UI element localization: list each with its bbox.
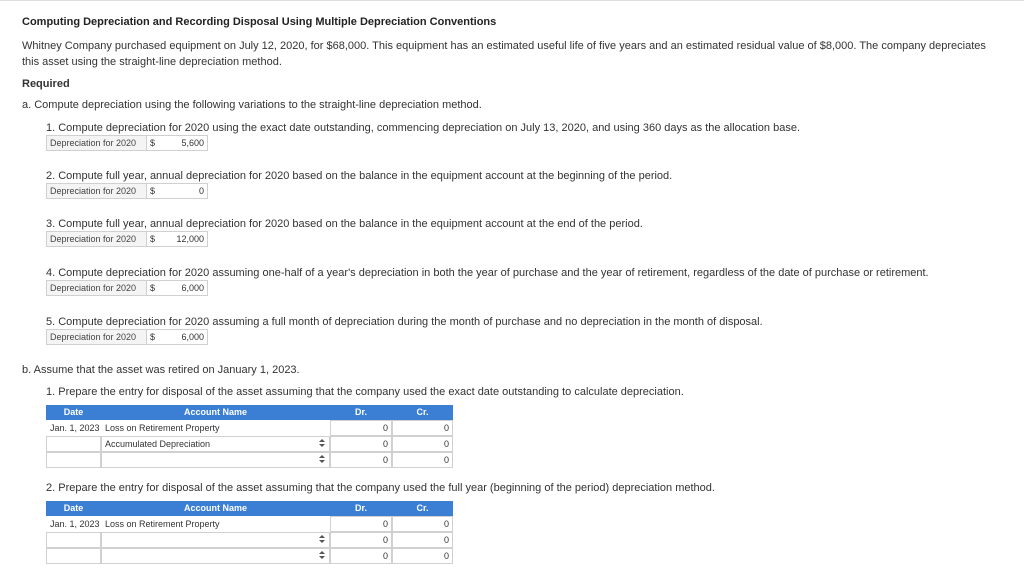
dr-cell[interactable]: 0 [330,452,392,468]
answer-currency: $ [146,183,208,199]
question-text: 4. Compute depreciation for 2020 assumin… [46,267,929,279]
cr-cell[interactable]: 0 [392,516,453,532]
dropdown-arrow [319,551,325,554]
answer-label: Depreciation for 2020 [46,231,147,247]
answer-input[interactable]: 6,000 [181,332,204,342]
account-cell[interactable] [101,548,330,564]
required: Required [22,78,70,90]
dr-cell[interactable]: 0 [330,420,392,436]
column-header: Account Name [101,501,330,516]
column-header: Date [46,405,101,420]
date-cell[interactable] [46,436,101,452]
question-text: 1. Compute depreciation for 2020 using t… [46,122,800,134]
account-cell: Loss on Retirement Property [105,519,220,529]
dr-cell[interactable]: 0 [330,516,392,532]
answer-currency: $ [146,135,208,151]
date-cell: Jan. 1, 2023 [50,423,100,433]
answer-currency: $ [146,231,208,247]
column-header: Dr. [330,405,392,420]
column-header: Date [46,501,101,516]
question-text: 3. Compute full year, annual depreciatio… [46,218,643,230]
dropdown-arrow [319,444,325,447]
column-header: Dr. [330,501,392,516]
cr-cell[interactable]: 0 [392,548,453,564]
question-text: 5. Compute depreciation for 2020 assumin… [46,316,763,328]
cr-cell[interactable]: 0 [392,420,453,436]
question-text: 2. Compute full year, annual depreciatio… [46,170,673,182]
answer-input[interactable]: 12,000 [176,234,204,244]
answer-label: Depreciation for 2020 [46,135,147,151]
dr-cell[interactable]: 0 [330,436,392,452]
dr-cell[interactable]: 0 [330,548,392,564]
answer-currency: $ [146,329,208,345]
date-cell: Jan. 1, 2023 [50,519,100,529]
answer-label: Depreciation for 2020 [46,280,147,296]
column-header: Account Name [101,405,330,420]
column-header: Cr. [392,405,453,420]
dropdown-arrow [319,540,325,543]
title: Computing Depreciation and Recording Dis… [22,16,497,28]
date-cell[interactable] [46,548,101,564]
dropdown-arrow [319,455,325,458]
part-b-heading: b. Assume that the asset was retired on … [22,364,300,376]
answer-input[interactable]: 0 [198,186,204,196]
cr-cell[interactable]: 0 [392,452,453,468]
answer-input[interactable]: 6,000 [181,283,204,293]
answer-currency: $ [146,280,208,296]
cr-cell[interactable]: 0 [392,532,453,548]
dropdown-arrow [319,460,325,463]
account-cell[interactable] [101,532,330,548]
dropdown-arrow [319,535,325,538]
dropdown-arrow [319,439,325,442]
column-header: Cr. [392,501,453,516]
account-cell[interactable]: Accumulated Depreciation [101,436,330,452]
part-a-heading: a. Compute depreciation using the follow… [22,99,482,111]
date-cell[interactable] [46,532,101,548]
answer-label: Depreciation for 2020 [46,329,147,345]
account-cell: Loss on Retirement Property [105,423,220,433]
dropdown-arrow [319,556,325,559]
account-cell[interactable] [101,452,330,468]
question-text: 1. Prepare the entry for disposal of the… [46,386,684,398]
answer-label: Depreciation for 2020 [46,183,147,199]
cr-cell[interactable]: 0 [392,436,453,452]
date-cell[interactable] [46,452,101,468]
question-text: 2. Prepare the entry for disposal of the… [46,482,715,494]
answer-input[interactable]: 5,600 [181,138,204,148]
dr-cell[interactable]: 0 [330,532,392,548]
intro: Whitney Company purchased equipment on J… [22,40,986,68]
